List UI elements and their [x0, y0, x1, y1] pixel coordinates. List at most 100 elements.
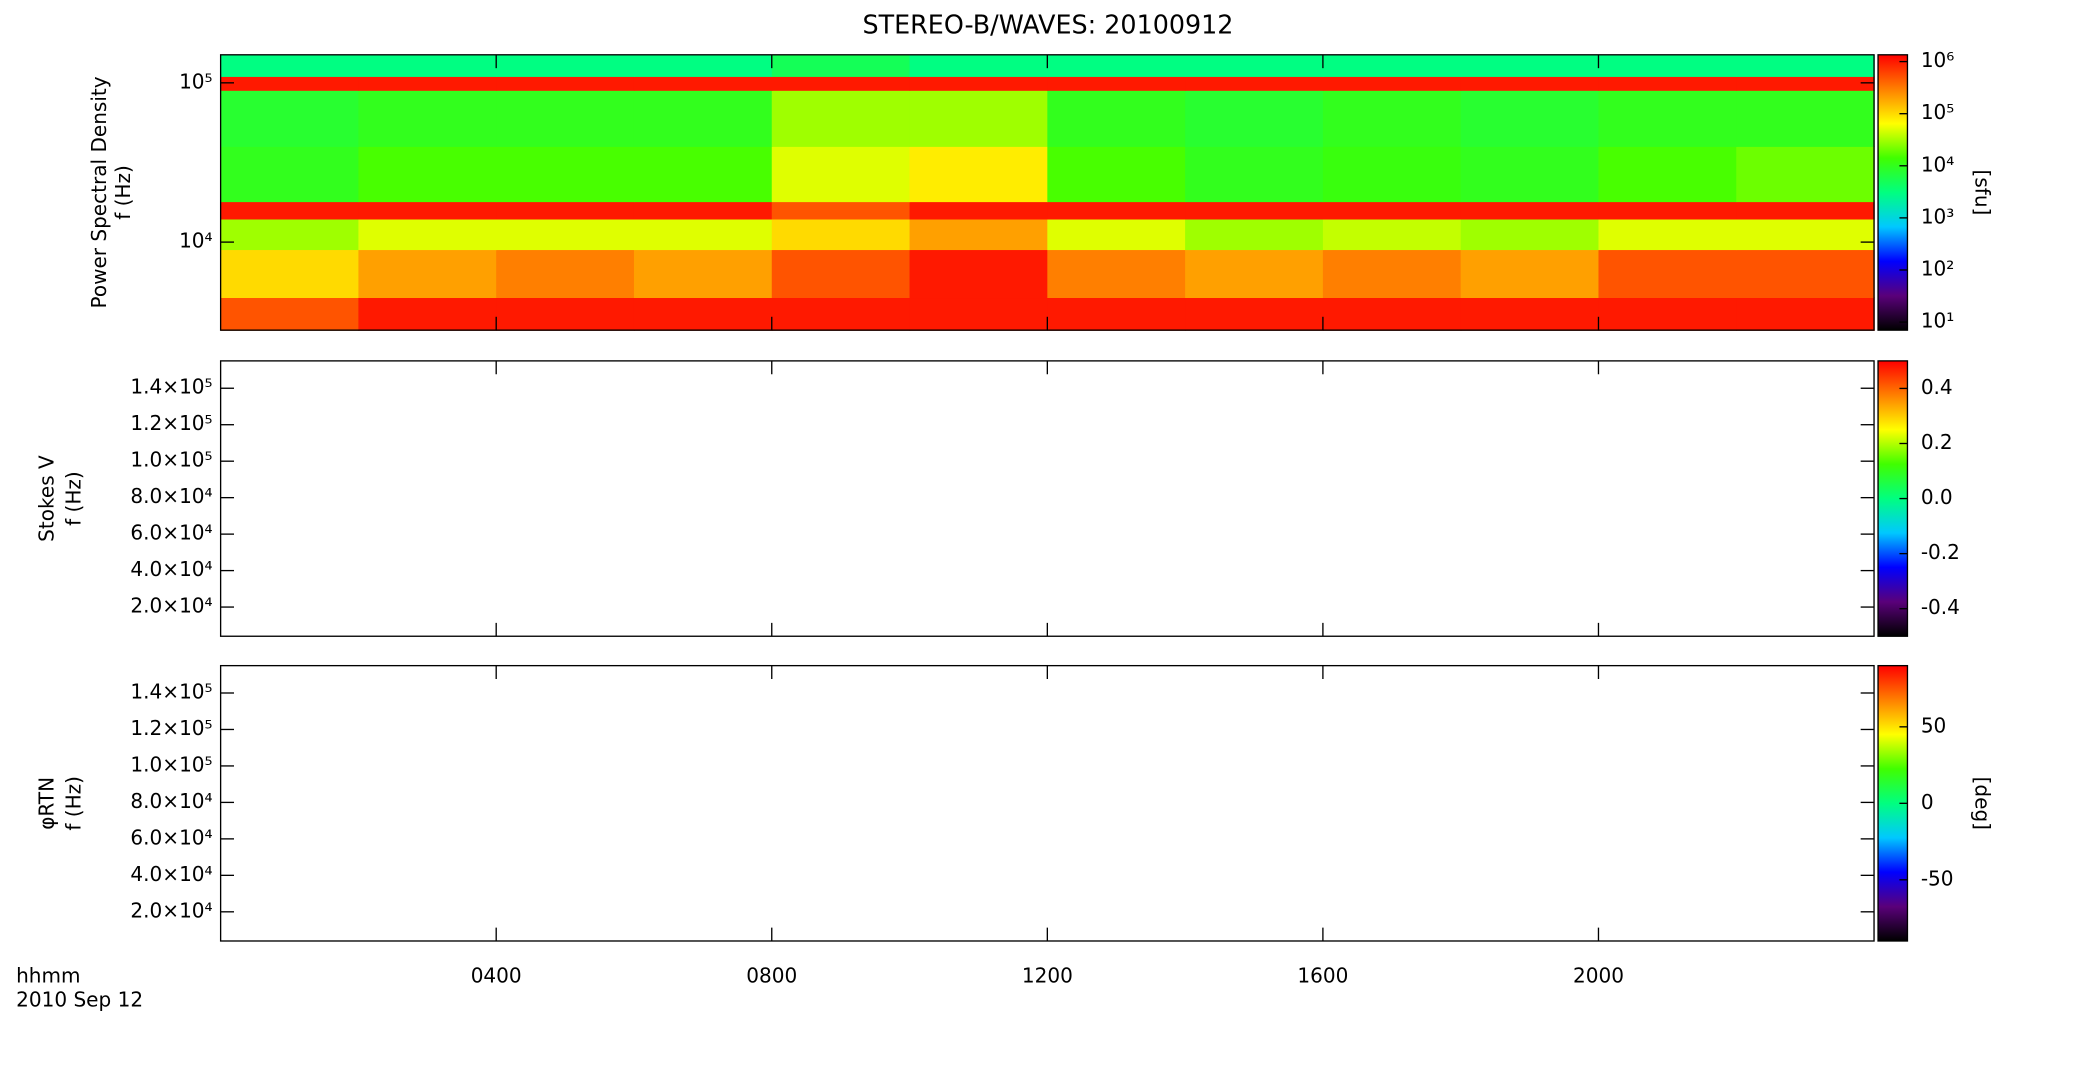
y-tick-label: 2.0×10⁴: [130, 594, 212, 618]
spectrogram-cell: [909, 90, 1048, 147]
spectrogram-cell: [496, 90, 635, 147]
spectrogram-cell: [1047, 201, 1186, 220]
colorbar-tick-label: 10³: [1921, 204, 1955, 228]
spectrogram-cell: [1322, 146, 1462, 203]
spectrogram-cell: [220, 297, 360, 331]
spectrogram-cell: [909, 218, 1048, 251]
x-tick-label: 0400: [471, 964, 522, 988]
spectrogram-cell: [1185, 76, 1324, 91]
spectrogram-cell: [1047, 76, 1186, 91]
spectrogram-cell: [633, 146, 773, 203]
spectrogram-cell: [1598, 54, 1737, 77]
spectrogram-cell: [909, 201, 1048, 220]
spectrogram-cell: [633, 90, 773, 147]
spectrogram-cell: [1322, 218, 1462, 251]
spectrogram-cell: [1047, 218, 1186, 251]
spectrogram-cell: [1736, 54, 1875, 77]
spectrogram-cell: [1460, 249, 1600, 299]
spectrogram-cell: [1047, 54, 1186, 77]
y-tick-label: 10⁵: [179, 69, 213, 93]
spectrogram-cell: [771, 90, 911, 147]
spectrogram-cell: [1460, 76, 1600, 91]
spectrogram-cell: [496, 76, 635, 91]
spectrogram-cell: [1598, 146, 1737, 203]
colorbar-tick-label: 0.2: [1921, 430, 1953, 454]
colorbar-tick-label: 50: [1921, 713, 1947, 737]
x-tick-label: 1200: [1022, 964, 1073, 988]
spectrogram-cell: [1460, 297, 1600, 331]
spectrogram-cell: [1460, 201, 1600, 220]
spectrogram-cell: [1598, 90, 1737, 147]
spectrogram-cell: [1736, 76, 1875, 91]
x-axis-label: hhmm: [16, 964, 80, 988]
spectrogram-cell: [1598, 297, 1737, 331]
spectrogram-cell: [220, 218, 360, 251]
chart-title: STEREO-B/WAVES: 20100912: [863, 10, 1234, 40]
colorbar-tick-label: 10²: [1921, 256, 1955, 280]
spectrogram-cell: [1185, 54, 1324, 77]
spectrogram-cell: [1185, 146, 1324, 203]
spectrogram-cell: [1460, 54, 1600, 77]
spectrogram-cell: [1185, 201, 1324, 220]
spectrogram-cell: [1322, 249, 1462, 299]
colorbar-tick-label: -0.2: [1921, 540, 1960, 564]
spectrogram-cell: [1322, 54, 1462, 77]
y-tick-label: 1.0×10⁵: [130, 752, 212, 776]
colorbar-label: [sfu]: [1970, 170, 1994, 216]
y-tick-label: 8.0×10⁴: [130, 484, 212, 508]
spectrogram-cell: [220, 76, 360, 91]
y-axis-label: f (Hz): [61, 471, 85, 526]
colorbar: [1877, 54, 1909, 331]
colorbar-tick-label: -0.4: [1921, 595, 1960, 619]
spectrogram-cell: [1460, 146, 1600, 203]
spectrogram-cell: [358, 76, 497, 91]
spectrogram-cell: [909, 249, 1048, 299]
date-label: 2010 Sep 12: [16, 988, 143, 1012]
y-tick-label: 1.4×10⁵: [130, 375, 212, 399]
spectrogram-cell: [1598, 201, 1737, 220]
spectrogram-cell: [771, 201, 911, 220]
spectrogram-cell: [1736, 218, 1875, 251]
colorbar-tick-label: 0.4: [1921, 375, 1953, 399]
y-tick-label: 1.2×10⁵: [130, 411, 212, 435]
spectrogram-cell: [220, 201, 360, 220]
spectrogram-cell: [1460, 90, 1600, 147]
spectrogram-cell: [1047, 297, 1186, 331]
y-tick-label: 10⁴: [179, 229, 213, 253]
spectrogram-cell: [633, 201, 773, 220]
spectrogram-cell: [633, 249, 773, 299]
y-axis-label: f (Hz): [111, 165, 135, 220]
spectrogram-cell: [358, 218, 497, 251]
y-tick-label: 4.0×10⁴: [130, 557, 212, 581]
y-tick-label: 1.0×10⁵: [130, 448, 212, 472]
spectrogram-cell: [633, 218, 773, 251]
spectrogram-cell: [1598, 249, 1737, 299]
spectrogram-cell: [1736, 297, 1875, 331]
spectrogram-cell: [496, 54, 635, 77]
colorbar-tick-label: 0: [1921, 790, 1934, 814]
x-tick-label: 2000: [1573, 964, 1624, 988]
y-axis-label: Power Spectral Density: [87, 76, 111, 308]
spectrogram-cell: [358, 90, 497, 147]
spectrogram-cell: [1736, 249, 1875, 299]
spectrogram-cell: [909, 76, 1048, 91]
colorbar-tick-label: 10⁵: [1921, 100, 1955, 124]
spectrogram-cell: [771, 297, 911, 331]
spectrogram-cell: [1322, 90, 1462, 147]
spectrogram-cell: [771, 146, 911, 203]
colorbar-tick-label: 10¹: [1921, 309, 1955, 333]
spectrogram-cell: [496, 249, 635, 299]
spectrogram-cell: [358, 146, 497, 203]
spectrogram-cell: [1047, 146, 1186, 203]
spectrogram-cell: [1047, 90, 1186, 147]
spectrogram-cell: [1322, 201, 1462, 220]
y-tick-label: 1.2×10⁵: [130, 716, 212, 740]
spectrogram-cell: [909, 54, 1048, 77]
spectrogram-cell: [1047, 249, 1186, 299]
spectrogram-cell: [771, 249, 911, 299]
y-tick-label: 1.4×10⁵: [130, 679, 212, 703]
y-tick-label: 6.0×10⁴: [130, 521, 212, 545]
spectrogram-cell: [771, 54, 911, 77]
